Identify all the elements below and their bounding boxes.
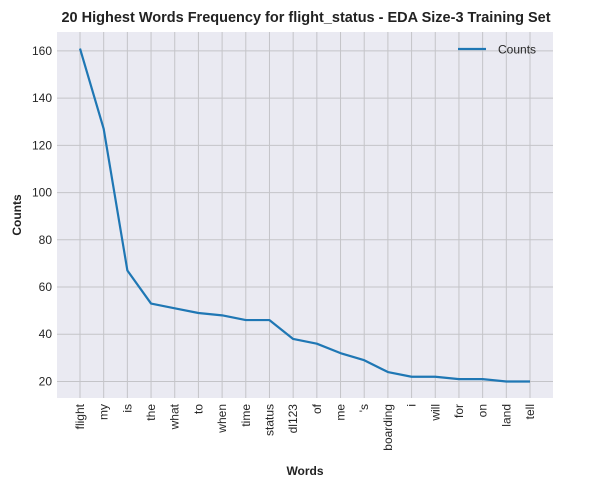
x-axis-ticks: flight my is the what to when time status dl123 of… — [73, 403, 537, 450]
chart-title: 20 Highest Words Frequency for flight_st… — [61, 10, 550, 26]
x-tick-label: of — [310, 403, 324, 414]
x-tick-label: my — [97, 404, 111, 420]
x-tick-label: on — [476, 404, 490, 417]
x-tick-label: time — [239, 404, 253, 427]
y-axis-ticks: 20 40 60 80 100 120 140 160 — [32, 44, 52, 389]
x-tick-label: for — [452, 404, 466, 418]
x-axis-label: Words — [286, 464, 323, 478]
y-tick-label: 120 — [32, 138, 52, 152]
y-tick-label: 20 — [39, 374, 53, 388]
x-tick-label: land — [499, 404, 513, 427]
x-tick-label: me — [334, 404, 348, 421]
x-tick-label: boarding — [381, 404, 395, 451]
x-tick-label: when — [215, 404, 229, 434]
y-tick-label: 100 — [32, 186, 52, 200]
x-tick-label: dl123 — [286, 404, 300, 434]
y-tick-label: 40 — [39, 327, 53, 341]
x-tick-label: i — [405, 404, 419, 407]
x-tick-label: the — [144, 404, 158, 421]
series-line-counts — [78, 48, 530, 383]
x-tick-label: 's — [357, 404, 371, 412]
y-tick-label: 140 — [32, 91, 52, 105]
y-axis-label: Counts — [10, 194, 24, 236]
x-tick-label: tell — [523, 404, 537, 419]
legend-label-counts: Counts — [498, 43, 536, 57]
x-tick-label: to — [191, 404, 205, 414]
x-tick-label: status — [262, 404, 276, 436]
legend: Counts — [458, 43, 536, 57]
y-tick-label: 160 — [32, 44, 52, 58]
x-tick-label: will — [428, 404, 442, 422]
grid-lines — [57, 32, 553, 398]
x-tick-label: is — [120, 404, 134, 413]
y-tick-label: 60 — [39, 280, 53, 294]
plot-area — [57, 32, 553, 398]
x-tick-label: flight — [73, 403, 87, 429]
y-tick-label: 80 — [39, 233, 53, 247]
x-tick-label: what — [168, 403, 182, 430]
